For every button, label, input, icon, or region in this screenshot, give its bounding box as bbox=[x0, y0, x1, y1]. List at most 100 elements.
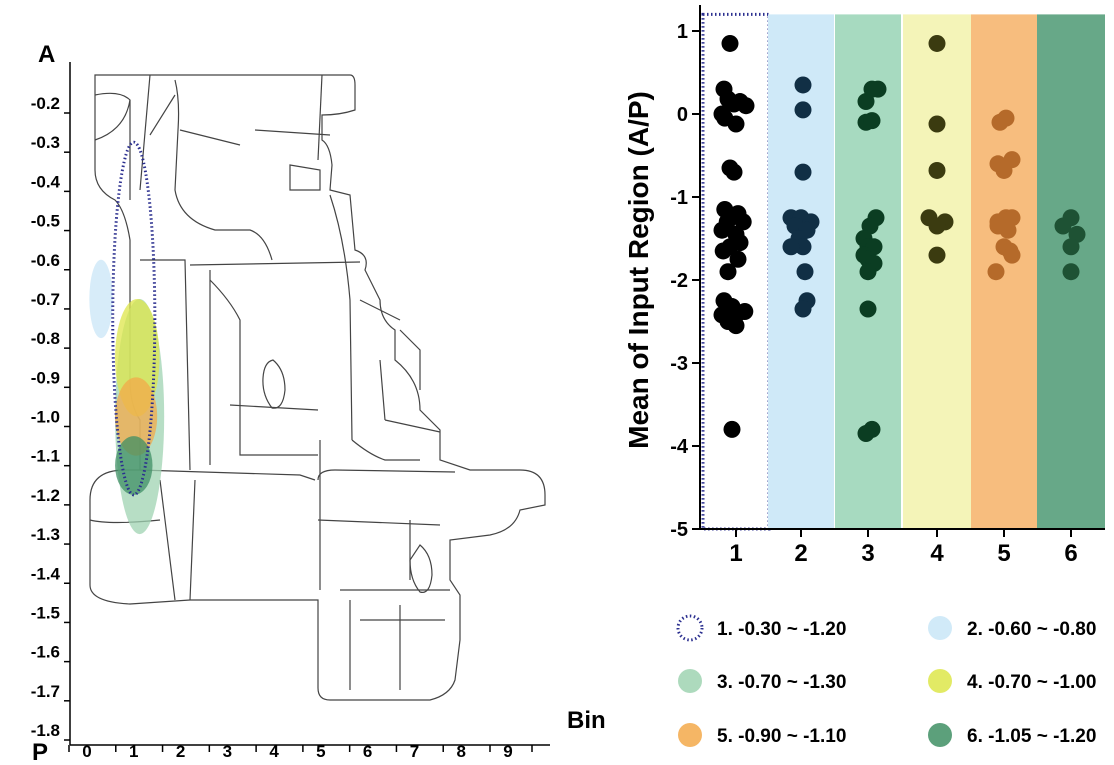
map-y-tick-label: -1.2 bbox=[31, 486, 60, 505]
data-point-group-4 bbox=[928, 161, 946, 179]
data-point-group-5 bbox=[1003, 246, 1021, 264]
map-y-tick-label: -1.7 bbox=[31, 682, 60, 701]
legend: 1. -0.30 ~ -1.20 2. -0.60 ~ -0.80 3. -0.70… bbox=[676, 614, 1096, 747]
legend-label-4: 4. -0.70 ~ -1.00 bbox=[967, 672, 1096, 693]
data-point-group-1 bbox=[723, 420, 741, 438]
data-point-group-1 bbox=[727, 115, 745, 133]
map-y-tick-label: -0.4 bbox=[31, 172, 61, 191]
map-y-tick-label: -0.9 bbox=[31, 368, 60, 387]
map-y-tick-label: -1.1 bbox=[31, 447, 60, 466]
data-point-group-2 bbox=[794, 238, 812, 256]
data-point-group-2 bbox=[782, 238, 800, 256]
map-y-tick-label: -1.0 bbox=[31, 408, 60, 427]
map-x-ticks: 0 1 2 3 4 5 6 7 8 9 bbox=[68, 742, 533, 761]
data-point-group-5 bbox=[999, 221, 1017, 239]
category-band-4 bbox=[903, 14, 971, 529]
data-point-group-1 bbox=[714, 242, 732, 260]
data-point-group-6 bbox=[1062, 263, 1080, 281]
legend-swatch-5 bbox=[678, 723, 702, 747]
map-x-tick-label: 3 bbox=[223, 742, 232, 761]
region-5-fill bbox=[115, 377, 158, 456]
data-point-group-1 bbox=[719, 263, 737, 281]
data-point-group-2 bbox=[794, 163, 812, 181]
map-x-tick-label: 9 bbox=[503, 742, 512, 761]
scatter-x-tick-label: 6 bbox=[1064, 540, 1077, 567]
data-point-group-1 bbox=[729, 250, 747, 268]
data-point-group-2 bbox=[794, 300, 812, 318]
scatter-y-tick-label: -2 bbox=[670, 270, 688, 292]
scatter-y-tick-label: -1 bbox=[670, 187, 688, 209]
legend-swatch-3 bbox=[678, 669, 702, 693]
map-y-tick-label: -0.8 bbox=[31, 329, 60, 348]
data-point-group-5 bbox=[997, 109, 1015, 127]
map-x-tick-label: 6 bbox=[363, 742, 372, 761]
data-point-group-1 bbox=[713, 221, 731, 239]
data-point-group-4 bbox=[928, 34, 946, 52]
region-map-panel: -0.2 -0.3 -0.4 -0.5 -0.6 -0.7 -0.8 -0.9 -1.0 -1.1… bbox=[31, 41, 606, 765]
region-1-outline bbox=[111, 140, 157, 497]
data-point-group-1 bbox=[737, 97, 755, 115]
scatter-x-tick-label: 5 bbox=[997, 540, 1010, 567]
map-x-tick-label: 2 bbox=[176, 742, 185, 761]
legend-swatch-1 bbox=[676, 614, 704, 642]
data-point-group-3 bbox=[859, 263, 877, 281]
scatter-x-tick-label: 1 bbox=[729, 540, 742, 567]
map-y-tick-label: -0.7 bbox=[31, 290, 60, 309]
map-y-tick-label: -1.8 bbox=[31, 721, 60, 740]
data-point-group-4 bbox=[928, 115, 946, 133]
map-y-tick-label: -1.5 bbox=[31, 603, 60, 622]
scatter-y-tick-label: -3 bbox=[670, 353, 688, 375]
data-point-group-2 bbox=[794, 101, 812, 119]
legend-label-2: 2. -0.60 ~ -0.80 bbox=[967, 619, 1096, 640]
data-point-group-3 bbox=[863, 80, 881, 98]
data-point-group-1 bbox=[727, 317, 745, 335]
data-points bbox=[713, 34, 1086, 443]
map-y-tick-label: -1.3 bbox=[31, 525, 60, 544]
data-point-group-1 bbox=[734, 213, 752, 231]
legend-label-5: 5. -0.90 ~ -1.10 bbox=[717, 726, 846, 747]
data-point-group-5 bbox=[987, 263, 1005, 281]
scatter-x-tick-label: 2 bbox=[794, 540, 807, 567]
map-y-tick-label: -1.6 bbox=[31, 643, 60, 662]
scatter-y-tick-label: 0 bbox=[677, 104, 688, 126]
map-x-tick-label: 1 bbox=[129, 742, 138, 761]
brain-outline-drawing bbox=[89, 74, 546, 701]
scatter-y-tick-label: -4 bbox=[670, 436, 689, 458]
data-point-group-6 bbox=[1062, 209, 1080, 227]
map-x-tick-label: 7 bbox=[410, 742, 419, 761]
data-point-group-1 bbox=[731, 234, 749, 252]
region-overlays bbox=[89, 140, 165, 535]
map-y-tick-label: -0.3 bbox=[31, 133, 60, 152]
data-point-group-3 bbox=[857, 425, 875, 443]
map-x-tick-label: 0 bbox=[82, 742, 91, 761]
scatter-x-tick-label: 4 bbox=[930, 540, 944, 567]
scatter-y-tick-label: 1 bbox=[677, 21, 688, 43]
legend-swatch-4 bbox=[928, 669, 952, 693]
data-point-group-1 bbox=[721, 34, 739, 52]
region-6-fill bbox=[115, 436, 153, 495]
map-y-ticks: -0.2 -0.3 -0.4 -0.5 -0.6 -0.7 -0.8 -0.9 -1.0 -1.1… bbox=[31, 94, 70, 741]
map-y-tick-label: -0.2 bbox=[31, 94, 60, 113]
region-2-fill bbox=[89, 259, 113, 339]
map-posterior-label: P bbox=[32, 739, 48, 765]
scatter-x-tick-label: 3 bbox=[861, 540, 874, 567]
data-point-group-2 bbox=[796, 263, 814, 281]
map-y-tick-label: -1.4 bbox=[31, 564, 61, 583]
legend-swatch-6 bbox=[928, 723, 952, 747]
map-x-tick-label: 4 bbox=[269, 742, 279, 761]
data-point-group-2 bbox=[794, 76, 812, 94]
map-x-tick-label: 5 bbox=[316, 742, 325, 761]
map-x-axis-label: Bin bbox=[567, 707, 606, 734]
scatter-panel: 1 0 -1 -2 -3 -4 -5 1 2 3 4 5 6 Mean of Input Region… bbox=[623, 5, 1105, 567]
legend-swatch-2 bbox=[928, 616, 952, 640]
data-point-group-1 bbox=[725, 163, 743, 181]
scatter-y-axis-title: Mean of Input Region (A/P) bbox=[623, 91, 654, 449]
scatter-x-ticks: 1 2 3 4 5 6 bbox=[729, 529, 1078, 567]
map-y-tick-label: -0.6 bbox=[31, 251, 60, 270]
data-point-group-4 bbox=[928, 246, 946, 264]
data-point-group-1 bbox=[736, 303, 754, 321]
scatter-y-tick-label: -5 bbox=[670, 519, 688, 541]
category-bands bbox=[701, 12, 1105, 531]
data-point-group-5 bbox=[995, 161, 1013, 179]
